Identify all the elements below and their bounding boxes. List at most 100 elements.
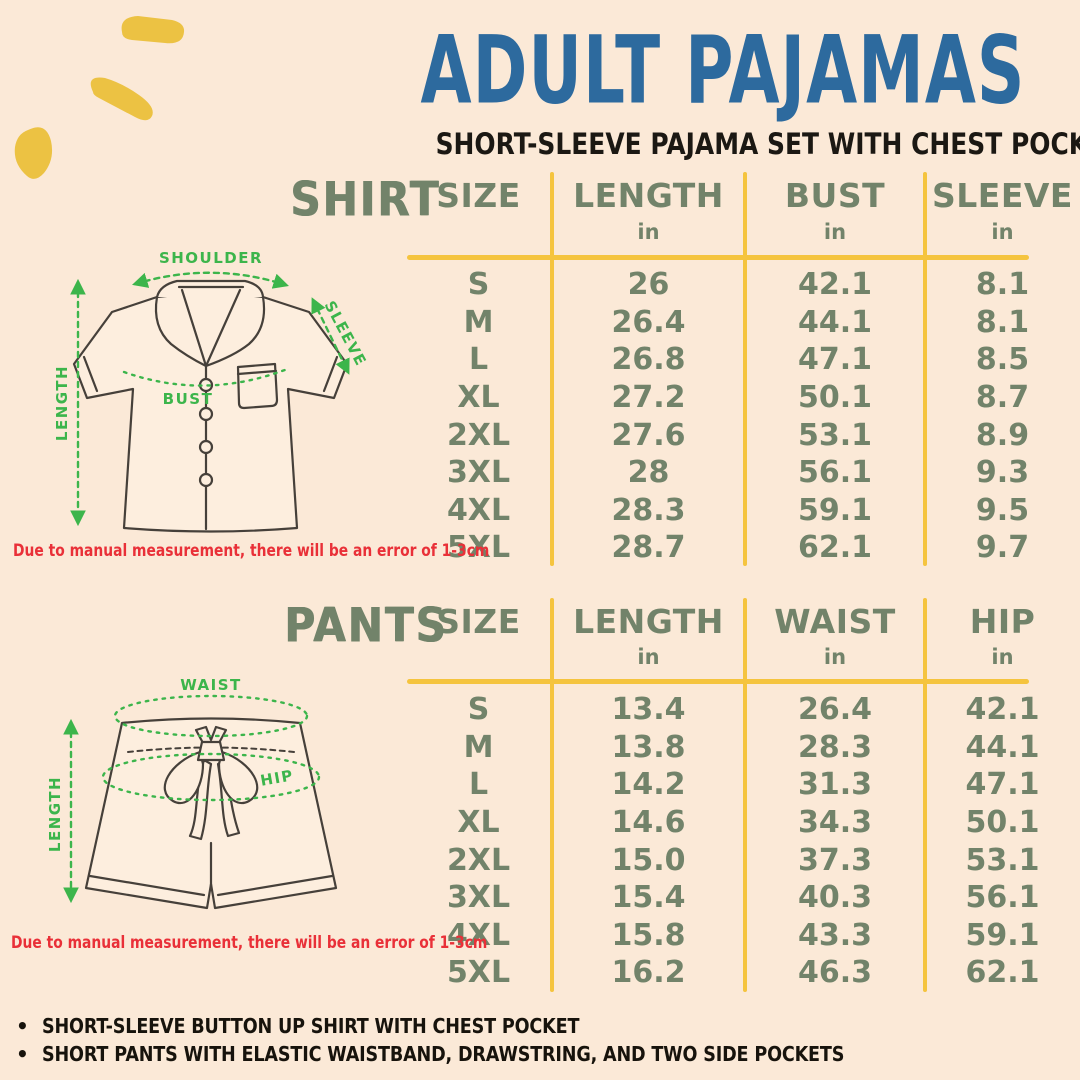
bust-cell: 53.1 <box>797 417 873 453</box>
page-title: ADULT PAJAMAS <box>420 16 1026 126</box>
size-cell: 3XL <box>446 455 511 491</box>
waist-cell: 40.3 <box>797 880 873 916</box>
hip-cell: 42.1 <box>965 692 1040 728</box>
length-cell: 28.7 <box>611 530 686 566</box>
bullet-icon: • <box>16 1042 29 1066</box>
length-cell: 15.0 <box>611 842 686 878</box>
bust-cell: 59.1 <box>797 492 873 528</box>
size-cell: L <box>468 342 489 378</box>
length-cell: 14.6 <box>611 805 686 841</box>
feature-list: • SHORT-SLEEVE BUTTON UP SHIRT WITH CHES… <box>16 1012 953 1068</box>
shirt-table-body: S 26 42.1 8.1 M 26.4 44.1 8.1 L 26.8 47.… <box>405 266 1080 567</box>
shorts-hem-left <box>88 874 206 897</box>
pants-column-divider <box>550 598 554 992</box>
shirt-collar-back <box>155 279 265 298</box>
blob-top <box>121 16 185 44</box>
blob-bottom <box>14 127 53 179</box>
length-cell: 13.4 <box>611 692 686 728</box>
pants-col-length: LENGTH <box>573 602 724 641</box>
waist-curve <box>113 694 309 738</box>
shirt-unit-sleeve: in <box>991 220 1014 244</box>
length-cell: 26 <box>627 267 670 303</box>
pants-col-waist: WAIST <box>774 602 896 641</box>
pants-table-units: in in in <box>405 645 1080 669</box>
sleeve-arrow <box>311 297 350 375</box>
pants-unit-hip: in <box>991 645 1014 669</box>
sleeve-cell: 9.7 <box>975 530 1030 566</box>
length-cell: 28.3 <box>611 492 686 528</box>
shirt-column-divider <box>743 172 747 566</box>
waist-cell: 46.3 <box>797 955 873 991</box>
shirt-unit-bust: in <box>823 220 847 244</box>
size-cell: 2XL <box>446 417 511 453</box>
shirt-lapel-right <box>204 288 266 368</box>
waist-cell: 28.3 <box>797 729 873 765</box>
shirt-header-divider <box>407 255 1029 260</box>
sleeve-cell: 8.1 <box>975 304 1030 340</box>
shirt-table-header: SIZE LENGTH BUST SLEEVE <box>405 176 1080 215</box>
pants-table-body: S 13.4 26.4 42.1 M 13.8 28.3 44.1 L 14.2… <box>405 691 1080 992</box>
shirt-lapel-left <box>154 288 208 368</box>
hip-curve <box>101 752 321 802</box>
waist-label: WAIST <box>180 676 242 694</box>
bust-cell: 42.1 <box>797 267 873 303</box>
size-cell: S <box>467 267 490 303</box>
length-cell: 27.2 <box>611 380 686 416</box>
sleeve-cell: 9.3 <box>975 455 1030 491</box>
waist-cell: 34.3 <box>797 805 873 841</box>
hip-cell: 56.1 <box>965 880 1040 916</box>
shirt-col-length: LENGTH <box>573 176 724 215</box>
hip-cell: 53.1 <box>965 842 1040 878</box>
bust-cell: 44.1 <box>797 304 873 340</box>
measurement-note: Due to manual measurement, there will be… <box>13 541 490 560</box>
bullet-icon: • <box>16 1014 29 1038</box>
size-cell: M <box>463 729 494 765</box>
size-cell: 5XL <box>446 955 511 991</box>
shirt-column-divider <box>550 172 554 566</box>
drawstring-bow <box>163 725 259 841</box>
length-label: LENGTH <box>46 776 64 852</box>
page-subtitle: SHORT-SLEEVE PAJAMA SET WITH CHEST POCKE… <box>435 127 1080 161</box>
length-cell: 14.2 <box>611 767 686 803</box>
shirt-col-size: SIZE <box>436 176 521 215</box>
size-cell: 4XL <box>446 917 511 953</box>
length-cell: 26.4 <box>611 304 686 340</box>
hip-cell: 59.1 <box>965 917 1040 953</box>
shoulder-arrow <box>132 271 289 289</box>
list-item: • SHORT-SLEEVE BUTTON UP SHIRT WITH CHES… <box>16 1012 953 1040</box>
decorative-blobs <box>14 16 185 179</box>
waistband-stitching <box>127 746 295 753</box>
waist-cell: 37.3 <box>797 842 873 878</box>
pants-diagram: WAIST HIP LENGTH <box>46 676 338 910</box>
pants-section-label: PANTS <box>284 598 448 653</box>
size-cell: 5XL <box>446 530 511 566</box>
feature-text: SHORT PANTS WITH ELASTIC WAISTBAND, DRAW… <box>41 1042 845 1066</box>
bust-cell: 47.1 <box>797 342 873 378</box>
sleeve-cell: 8.1 <box>975 267 1030 303</box>
shorts-hem-right <box>216 874 334 897</box>
shirt-table-units: in in in <box>405 220 1080 244</box>
size-cell: L <box>468 767 489 803</box>
size-cell: 3XL <box>446 880 511 916</box>
waist-cell: 26.4 <box>797 692 873 728</box>
list-item: • SHORT PANTS WITH ELASTIC WAISTBAND, DR… <box>16 1040 953 1068</box>
length-cell: 26.8 <box>611 342 686 378</box>
hip-cell: 50.1 <box>965 805 1040 841</box>
shorts-outline <box>84 717 338 910</box>
sleeve-cell: 8.9 <box>975 417 1030 453</box>
shirt-cuff-left <box>82 355 99 393</box>
sleeve-cell: 8.5 <box>975 342 1030 378</box>
size-cell: XL <box>457 380 500 416</box>
length-cell: 16.2 <box>611 955 686 991</box>
bust-curve <box>122 366 292 387</box>
bust-label: BUST <box>163 390 214 408</box>
length-label: LENGTH <box>53 365 71 441</box>
waist-cell: 31.3 <box>797 767 873 803</box>
sleeve-cell: 8.7 <box>975 380 1030 416</box>
bust-cell: 62.1 <box>797 530 873 566</box>
pants-column-divider <box>923 598 927 992</box>
pants-table-header: SIZE LENGTH WAIST HIP <box>405 602 1080 641</box>
shoulder-label: SHOULDER <box>159 249 263 267</box>
pants-col-size: SIZE <box>436 602 521 641</box>
